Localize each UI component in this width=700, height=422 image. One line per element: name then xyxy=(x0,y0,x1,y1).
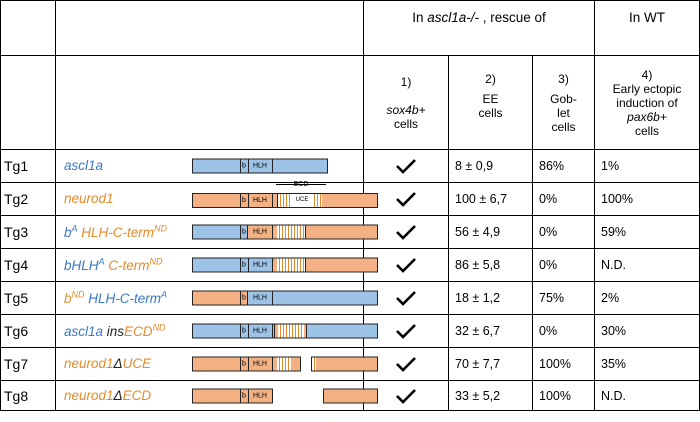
row-id: Tg2 xyxy=(0,182,56,216)
early-value: 2% xyxy=(594,281,700,315)
goblet-value: 0% xyxy=(532,314,595,348)
goblet-value: 75% xyxy=(532,281,595,315)
goblet-value: 0% xyxy=(532,182,595,216)
sox4b-rescue xyxy=(363,149,449,183)
construct-name: neurod1ΔUCE xyxy=(64,356,152,372)
construct-diagram: b HLH xyxy=(192,224,378,240)
checkmark-icon xyxy=(396,357,416,372)
construct-cell: bA HLH-C-termND b HLH xyxy=(55,215,378,249)
rescue-group-header: In ascl1a-/- , rescue of xyxy=(363,0,595,56)
ee-value: 8 ± 0,9 xyxy=(448,149,533,183)
construct-table: In ascl1a-/- , rescue of In WT 1) sox4b+… xyxy=(0,0,700,411)
table-row: Tg8 neurod1ΔECD b HLH 33 ± 5,2 100% N.D. xyxy=(0,380,700,411)
row-id: Tg7 xyxy=(0,347,56,381)
row-id: Tg3 xyxy=(0,215,56,249)
header-empty-2 xyxy=(55,0,364,56)
subheader-empty-2 xyxy=(55,55,364,150)
row-id: Tg5 xyxy=(0,281,56,315)
construct-diagram: b HLH xyxy=(192,323,378,339)
goblet-value: 0% xyxy=(532,215,595,249)
ee-value: 100 ± 6,7 xyxy=(448,182,533,216)
subheader-empty-1 xyxy=(0,55,56,150)
goblet-value: 100% xyxy=(532,347,595,381)
table-row: Tg4 bHLHA C-termND b HLH 86 ± 5,8 0% N.D… xyxy=(0,248,700,282)
early-value: N.D. xyxy=(594,380,700,411)
construct-name: neurod1ΔECD xyxy=(64,387,152,403)
early-value: 100% xyxy=(594,182,700,216)
ecd-label: ECD xyxy=(293,181,309,188)
checkmark-icon xyxy=(396,258,416,273)
row-id: Tg8 xyxy=(0,380,56,411)
construct-cell: ascl1a b HLH xyxy=(55,149,364,183)
construct-cell: ascl1a insECDND b HLH xyxy=(55,314,378,348)
row-id: Tg4 xyxy=(0,248,56,282)
checkmark-icon xyxy=(396,388,416,404)
ee-value: 70 ± 7,7 xyxy=(448,347,533,381)
early-value: 35% xyxy=(594,347,700,381)
checkmark-icon xyxy=(396,324,416,339)
header-empty-1 xyxy=(0,0,56,56)
early-value: 1% xyxy=(594,149,700,183)
construct-cell: bND HLH-C-termA b HLH xyxy=(55,281,378,315)
table-row: Tg7 neurod1ΔUCE b HLH 70 ± 7,7 100% 35% xyxy=(0,347,700,381)
table-row: Tg2 neurod1 b HLH UCE ECD 100 ± 6,7 0% 1… xyxy=(0,181,700,216)
col-ee-header: 2) EE cells xyxy=(448,55,533,150)
construct-name: bND HLH-C-termA xyxy=(64,289,168,306)
table-row: Tg5 bND HLH-C-termA b HLH 18 ± 1,2 75% 2… xyxy=(0,281,700,315)
ee-value: 56 ± 4,9 xyxy=(448,215,533,249)
construct-cell: neurod1ΔECD b HLH xyxy=(55,380,378,411)
ee-value: 32 ± 6,7 xyxy=(448,314,533,348)
wt-group-header: In WT xyxy=(594,0,700,56)
construct-name: ascl1a insECDND xyxy=(64,322,166,339)
checkmark-icon xyxy=(396,291,416,306)
construct-name: bA HLH-C-termND xyxy=(64,223,168,240)
early-value: 30% xyxy=(594,314,700,348)
col-goblet-header: 3) Gob-let cells xyxy=(532,55,595,150)
early-value: N.D. xyxy=(594,248,700,282)
construct-cell: bHLHA C-termND b HLH xyxy=(55,248,378,282)
row-id: Tg1 xyxy=(0,149,56,183)
construct-diagram: b HLH xyxy=(192,158,328,174)
col-sox4b-header: 1) sox4b+ cells xyxy=(363,55,449,150)
row-id: Tg6 xyxy=(0,314,56,348)
checkmark-icon xyxy=(396,159,416,174)
construct-name: ascl1a xyxy=(64,158,104,174)
ee-value: 86 ± 5,8 xyxy=(448,248,533,282)
checkmark-icon xyxy=(396,192,416,207)
col-early-header: 4) Early ectopic induction of pax6b+ cells xyxy=(594,55,700,150)
construct-diagram: b HLH xyxy=(192,356,378,372)
goblet-value: 86% xyxy=(532,149,595,183)
construct-name: bHLHA C-termND xyxy=(64,256,163,273)
goblet-value: 0% xyxy=(532,248,595,282)
construct-diagram: b HLH xyxy=(192,290,378,306)
ee-value: 33 ± 5,2 xyxy=(448,380,533,411)
table-row: Tg6 ascl1a insECDND b HLH 32 ± 6,7 0% 30… xyxy=(0,314,700,348)
table-row: Tg1 ascl1a b HLH 8 ± 0,9 86% 1% xyxy=(0,149,700,183)
checkmark-icon xyxy=(396,225,416,240)
ee-value: 18 ± 1,2 xyxy=(448,281,533,315)
construct-cell: neurod1 b HLH UCE ECD xyxy=(55,181,378,216)
construct-diagram: b HLH xyxy=(192,257,378,273)
construct-cell: neurod1ΔUCE b HLH xyxy=(55,347,378,381)
construct-diagram: b HLH xyxy=(192,388,378,403)
construct-diagram: b HLH UCE ECD xyxy=(192,181,378,208)
goblet-value: 100% xyxy=(532,380,595,411)
early-value: 59% xyxy=(594,215,700,249)
construct-name: neurod1 xyxy=(64,191,114,207)
table-row: Tg3 bA HLH-C-termND b HLH 56 ± 4,9 0% 59… xyxy=(0,215,700,249)
